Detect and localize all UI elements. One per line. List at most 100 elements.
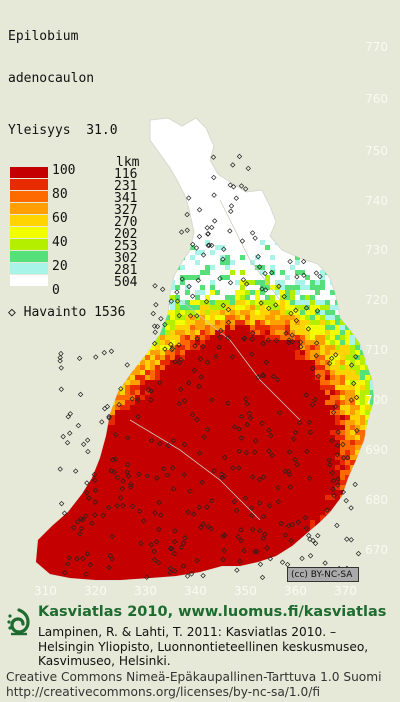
grid-cell (175, 485, 180, 490)
grid-cell (280, 510, 285, 515)
grid-cell (195, 295, 200, 300)
observation-marker (208, 242, 215, 249)
grid-cell (90, 515, 95, 520)
grid-cell (135, 550, 140, 555)
grid-cell (130, 430, 135, 435)
kasviatlas-title-link[interactable]: Kasviatlas 2010, www.luomus.fi/kasviatla… (38, 604, 387, 620)
grid-cell (335, 375, 340, 380)
grid-cell (90, 565, 95, 570)
grid-cell (275, 405, 280, 410)
grid-cell (280, 445, 285, 450)
grid-cell (220, 310, 225, 315)
grid-cell (145, 335, 150, 340)
legend-count-8: 302 (114, 251, 138, 266)
grid-cell (320, 540, 325, 545)
grid-cell (260, 470, 265, 475)
grid-cell (80, 510, 85, 515)
grid-cell (375, 460, 380, 465)
grid-cell (205, 305, 210, 310)
grid-cell (355, 435, 360, 440)
grid-cell (65, 445, 70, 450)
observation-marker (231, 498, 238, 505)
observation-marker (234, 567, 240, 573)
grid-cell (270, 475, 275, 480)
grid-cell (350, 555, 355, 560)
grid-cell (200, 300, 205, 305)
grid-cell (170, 460, 175, 465)
grid-cell (175, 545, 180, 550)
grid-cell (55, 475, 60, 480)
grid-cell (135, 325, 140, 330)
observation-marker (228, 203, 235, 209)
grid-cell (335, 430, 340, 435)
grid-cell (255, 295, 260, 300)
grid-cell (280, 485, 285, 490)
grid-cell (350, 440, 355, 445)
grid-cell (50, 330, 55, 335)
grid-cell (360, 565, 365, 570)
grid-cell (95, 420, 100, 425)
grid-cell (50, 340, 55, 345)
grid-cell (230, 430, 235, 435)
license-link[interactable]: http://creativecommons.org/licenses/by-n… (6, 685, 321, 699)
grid-cell (305, 500, 310, 505)
grid-cell (290, 285, 295, 290)
grid-cell (235, 440, 240, 445)
grid-cell (350, 370, 355, 375)
grid-cell (340, 405, 345, 410)
grid-cell (355, 315, 360, 320)
grid-cell (185, 550, 190, 555)
grid-cell (55, 520, 60, 525)
grid-cell (360, 405, 365, 410)
grid-cell (300, 425, 305, 430)
observation-marker (156, 526, 162, 533)
grid-cell (100, 360, 105, 365)
grid-cell (310, 285, 315, 290)
observation-marker (334, 451, 341, 458)
grid-cell (260, 240, 265, 245)
grid-cell (265, 285, 270, 290)
observation-marker (329, 437, 335, 444)
grid-cell (165, 505, 170, 510)
grid-cell (360, 325, 365, 330)
grid-cell (240, 555, 245, 560)
grid-cell (105, 380, 110, 385)
grid-cell (300, 485, 305, 490)
grid-cell (250, 280, 255, 285)
grid-cell (220, 515, 225, 520)
grid-cell (280, 345, 285, 350)
grid-cell (315, 490, 320, 495)
grid-cell (235, 460, 240, 465)
grid-cell (185, 325, 190, 330)
grid-cell (350, 240, 355, 245)
grid-cell (65, 395, 70, 400)
grid-cell (285, 485, 290, 490)
grid-cell (295, 365, 300, 370)
grid-cell (135, 500, 140, 505)
grid-cell (240, 305, 245, 310)
grid-cell (230, 555, 235, 560)
grid-cell (225, 415, 230, 420)
grid-cell (65, 325, 70, 330)
grid-cell (160, 345, 165, 350)
grid-cell (195, 345, 200, 350)
grid-cell (100, 570, 105, 575)
grid-cell (125, 400, 130, 405)
grid-cell (165, 550, 170, 555)
grid-cell (265, 310, 270, 315)
grid-cell (180, 515, 185, 520)
grid-cell (145, 420, 150, 425)
grid-cell (95, 415, 100, 420)
grid-cell (155, 410, 160, 415)
grid-cell (85, 390, 90, 395)
grid-cell (325, 410, 330, 415)
grid-cell (260, 330, 265, 335)
grid-cell (205, 505, 210, 510)
observation-marker (288, 537, 294, 544)
grid-cell (115, 295, 120, 300)
grid-cell (275, 460, 280, 465)
grid-cell (215, 410, 220, 415)
observation-marker (181, 398, 188, 404)
grid-cell (160, 555, 165, 560)
observation-marker (57, 358, 63, 364)
